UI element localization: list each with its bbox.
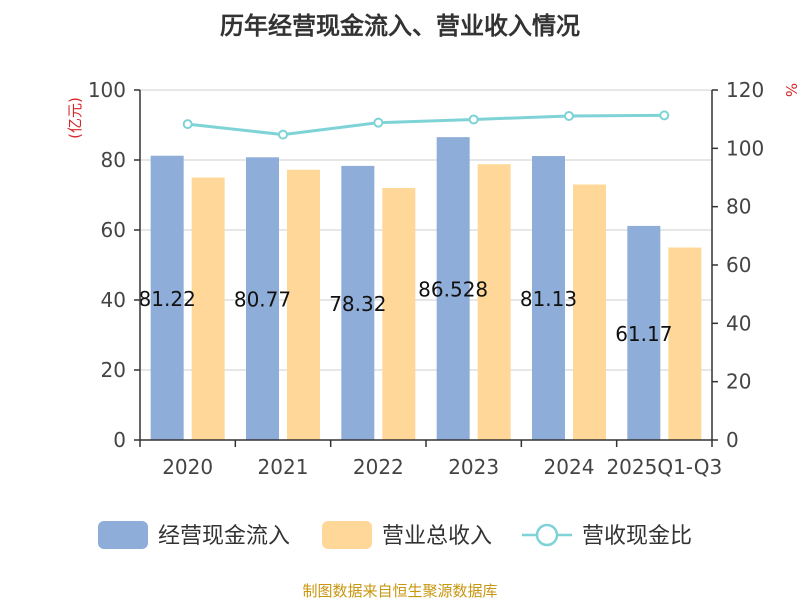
cash-inflow-bar-2023: [436, 137, 470, 440]
cash-inflow-data-label-2024: 81.13: [520, 287, 577, 311]
cash-inflow-bar-2021: [246, 157, 279, 440]
revenue-bar-2024: [573, 184, 606, 440]
legend-swatch: [322, 521, 372, 549]
y2-axis-label: %: [782, 83, 800, 97]
revenue-bar-2022: [382, 188, 416, 440]
cash-inflow-data-label-2025Q1-Q3: 61.17: [615, 322, 672, 346]
legend-label: 营收现金比: [582, 524, 692, 549]
legend-marker: [535, 523, 559, 547]
y2-axis-tick-label: 80: [726, 195, 751, 219]
cash-inflow-data-label-2023: 86.528: [418, 278, 488, 302]
cash-inflow-data-label-2020: 81.22: [139, 287, 196, 311]
y-axis-label: (亿元): [66, 97, 84, 139]
legend[interactable]: 经营现金流入 营业总收入 营收现金比: [98, 521, 692, 549]
x-axis-tick-label-2023: 2023: [448, 455, 499, 479]
revenue-bar-2023: [477, 164, 511, 440]
cash-inflow-bar-2024: [532, 156, 565, 441]
chart-title: 历年经营现金流入、营业收入情况: [220, 12, 580, 40]
revenue-bar-2025Q1-Q3: [668, 247, 702, 440]
x-axis-tick-label-2021: 2021: [258, 455, 309, 479]
legend-item-3[interactable]: 营收现金比: [522, 523, 692, 549]
y2-axis-tick-label: 60: [726, 253, 751, 277]
cash-inflow-bar-2022: [341, 165, 375, 440]
bars-layer: [150, 137, 702, 441]
legend-swatch: [98, 521, 148, 549]
x-axis-tick-label-2020: 2020: [162, 455, 213, 479]
legend-label: 营业总收入: [382, 524, 492, 549]
revenue-bar-2021: [287, 169, 320, 441]
y2-axis-tick-label: 100: [726, 136, 764, 160]
x-axis-tick-label-2024: 2024: [544, 455, 595, 479]
y-axis-tick-label: 80: [101, 148, 126, 172]
cash-inflow-bar-2025Q1-Q3: [627, 225, 661, 440]
data-labels-layer: 81.22 80.77 78.32 86.528 81.13 61.17: [139, 278, 673, 346]
cash-inflow-bar-2020: [150, 155, 184, 441]
ratio-point-2020: [182, 119, 193, 130]
y2-axis-tick-label: 120: [726, 78, 764, 102]
y-axis-tick-label: 40: [101, 288, 126, 312]
y2-axis-tick-label: 0: [726, 428, 739, 452]
y2-axis-tick-label: 20: [726, 370, 751, 394]
y-axis-tick-label: 100: [88, 78, 126, 102]
ratio-point-2024: [564, 110, 574, 121]
cash-inflow-data-label-2022: 78.32: [329, 292, 386, 316]
cash-inflow-data-label-2021: 80.77: [234, 288, 291, 312]
ratio-point-2023: [468, 114, 479, 125]
ratio-line-layer: [182, 110, 670, 140]
legend-label: 经营现金流入: [158, 524, 290, 549]
y2-axis-tick-label: 40: [726, 311, 751, 335]
axes-layer: 0 20 40 60 80 100 0 20 40 60 80 100 120 2020 2021 2022 2…: [88, 78, 764, 479]
source-note: 制图数据来自恒生聚源数据库: [302, 582, 497, 600]
grid-lines: [140, 89, 712, 371]
ratio-point-2025Q1-Q3: [659, 110, 670, 121]
x-axis-tick-label-2025Q1-Q3: 2025Q1-Q3: [606, 455, 722, 479]
y-axis-tick-label: 20: [101, 358, 126, 382]
y-axis-tick-label: 0: [113, 428, 126, 452]
x-axis-tick-label-2022: 2022: [353, 455, 404, 479]
ratio-point-2022: [373, 117, 384, 128]
ratio-line: [187, 113, 665, 137]
legend-item-2[interactable]: 营业总收入: [322, 521, 492, 549]
y-axis-tick-label: 60: [101, 218, 126, 242]
revenue-bar-2020: [191, 177, 225, 440]
legend-item-1[interactable]: 经营现金流入: [98, 521, 290, 549]
ratio-point-2021: [278, 129, 288, 140]
